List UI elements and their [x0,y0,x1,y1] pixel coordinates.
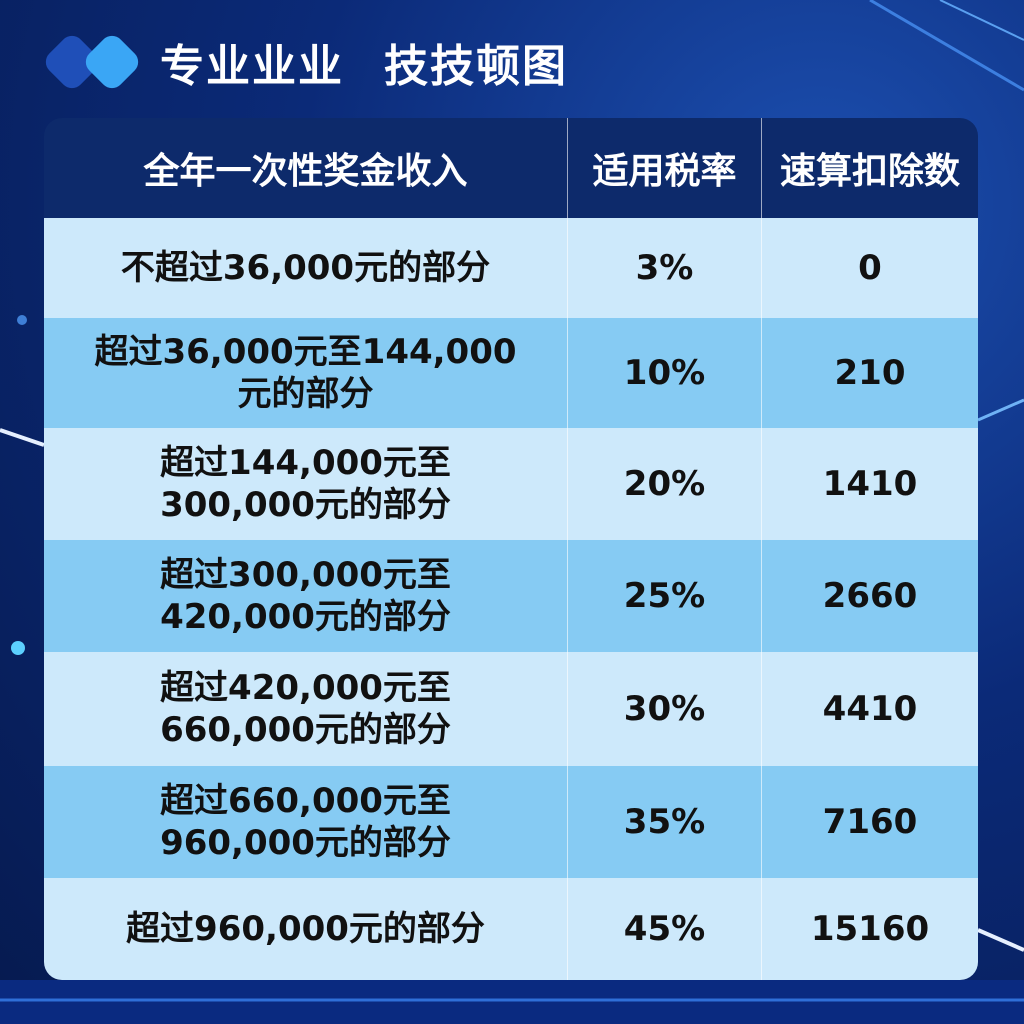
table-cell: 35% [568,766,762,878]
table-cell: 2660 [762,540,978,652]
table-cell: 0 [762,218,978,318]
table-cell: 20% [568,428,762,540]
logo [40,27,160,97]
table-cell: 15160 [762,878,978,980]
table-cell: 210 [762,318,978,428]
title: 专业业业 技技顿图 [160,30,568,94]
table-cell: 25% [568,540,762,652]
tax-table: 全年一次性奖金收入 适用税率 速算扣除数不超过36,000元的部分 3% 0 超过36,0… [44,118,978,980]
title-part: 技技顿图 [384,41,568,92]
table-cell: 超过144,000元至300,000元的部分 [44,428,568,540]
table-cell: 30% [568,652,762,766]
column-header: 适用税率 [568,118,762,218]
table-cell: 3% [568,218,762,318]
table-cell: 10% [568,318,762,428]
column-header: 全年一次性奖金收入 [44,118,568,218]
table-cell: 不超过36,000元的部分 [44,218,568,318]
table-cell: 7160 [762,766,978,878]
table-cell: 超过420,000元至660,000元的部分 [44,652,568,766]
header: 专业业业 技技顿图 [40,22,568,102]
table-cell: 超过36,000元至144,000元的部分 [44,318,568,428]
table-cell: 4410 [762,652,978,766]
table-cell: 45% [568,878,762,980]
table-cell: 1410 [762,428,978,540]
table-cell: 超过960,000元的部分 [44,878,568,980]
table-cell: 超过300,000元至420,000元的部分 [44,540,568,652]
column-header: 速算扣除数 [762,118,978,218]
table-cell: 超过660,000元至960,000元的部分 [44,766,568,878]
title-part: 专业业业 [160,41,344,92]
